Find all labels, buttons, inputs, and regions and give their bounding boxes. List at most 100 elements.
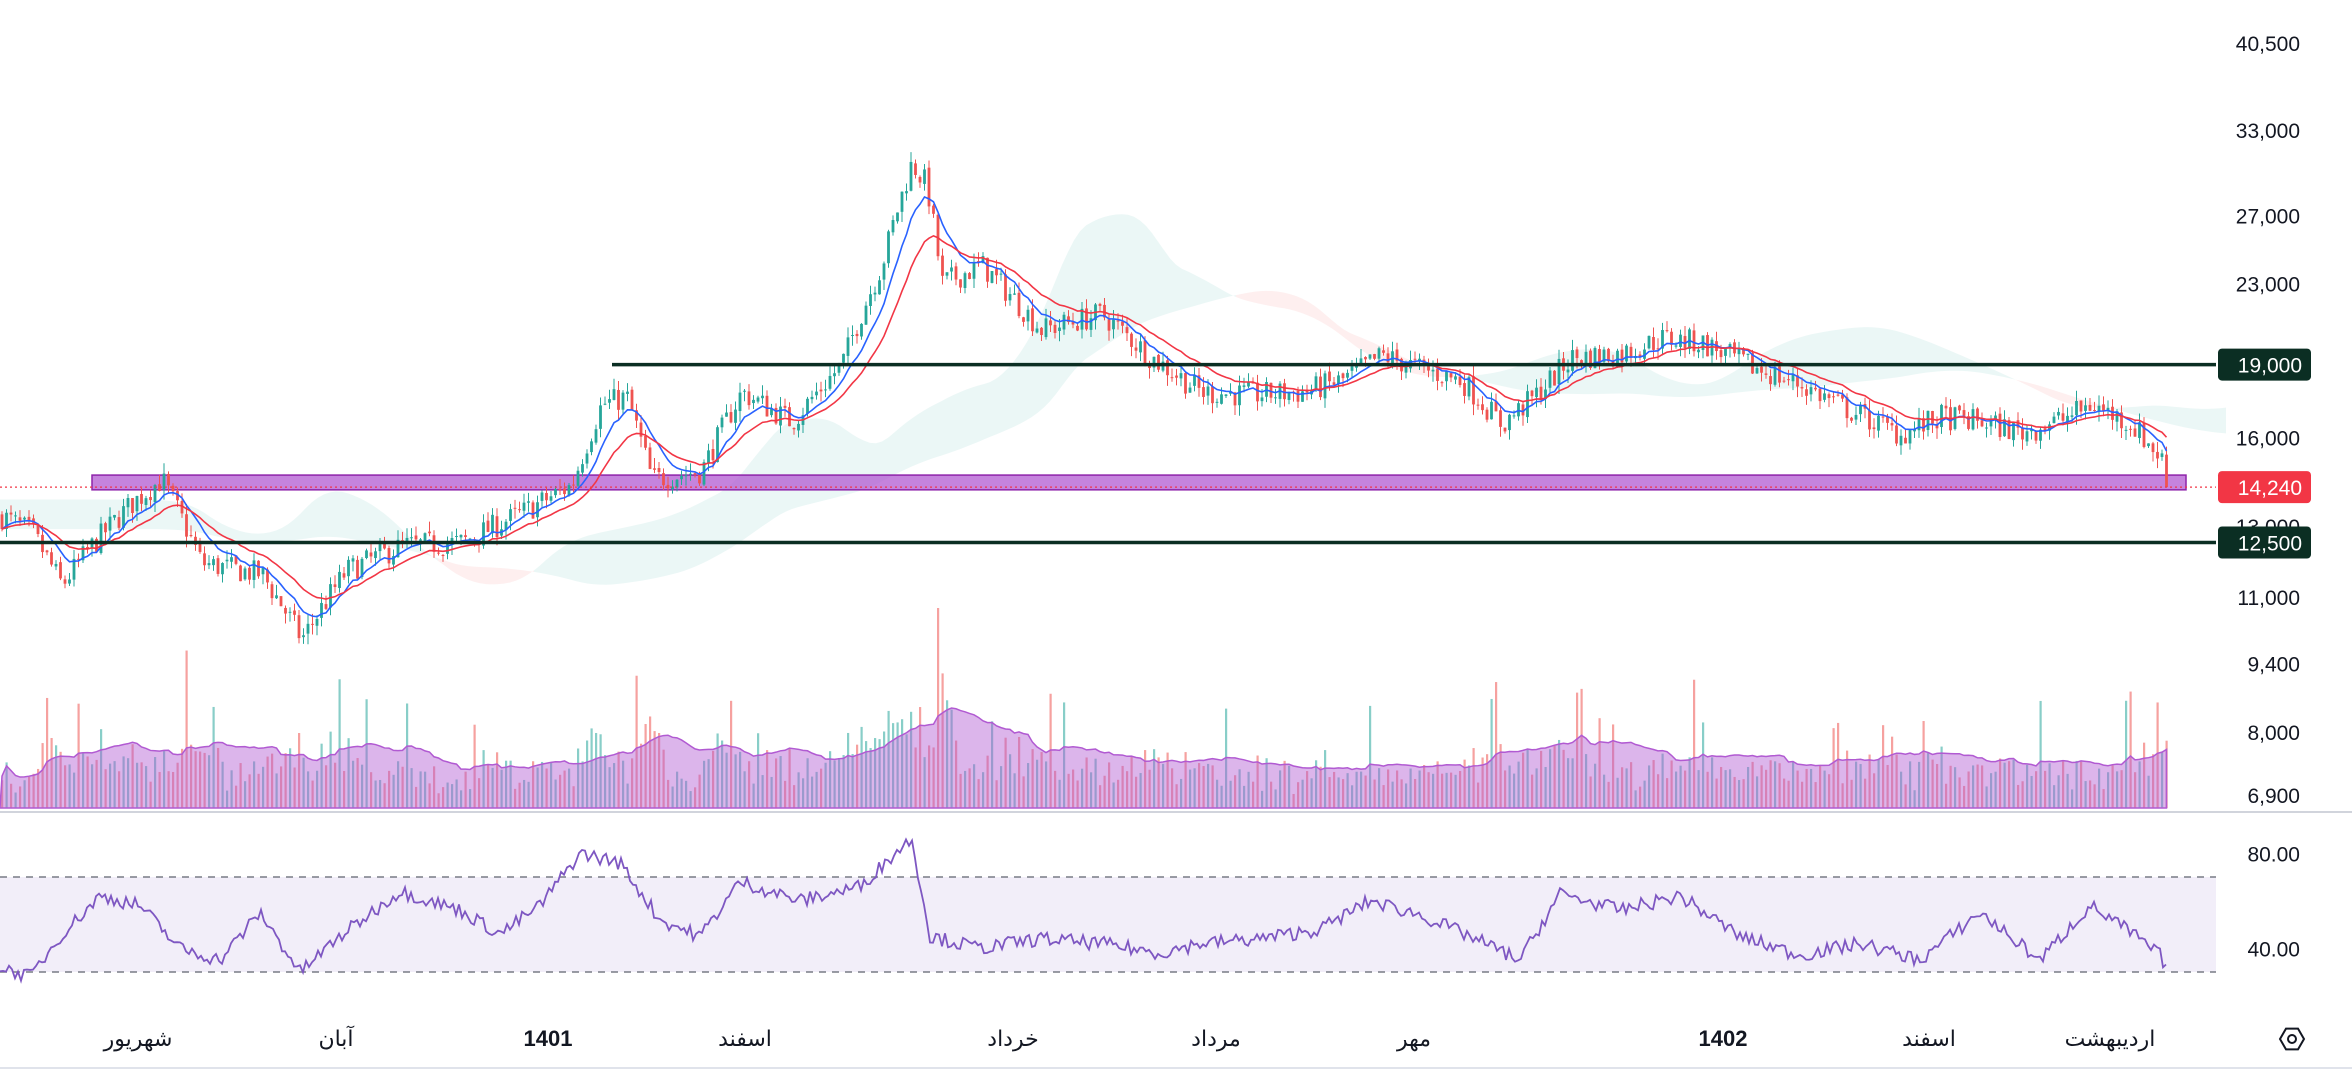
volume-bar (1634, 790, 1637, 808)
volume-bar (370, 772, 373, 808)
candle (275, 584, 278, 600)
candle (1985, 422, 1988, 438)
volume-bar (1252, 781, 1255, 808)
cloud-segment (282, 524, 288, 542)
candle (1098, 302, 1102, 312)
candle (2160, 449, 2164, 461)
candle (693, 472, 697, 478)
volume-bar (1274, 789, 1277, 808)
candle (198, 537, 202, 554)
volume-bar (1153, 749, 1156, 808)
cloud-segment (1482, 373, 1488, 383)
candle (153, 483, 157, 512)
volume-bar (532, 761, 535, 808)
cloud-segment (1236, 293, 1242, 300)
candle (608, 389, 611, 409)
cloud-segment (1800, 335, 1806, 388)
cloud-segment (1512, 366, 1518, 390)
cloud-segment (1332, 320, 1338, 333)
cloud-segment (1200, 277, 1206, 305)
volume-bar (1454, 774, 1457, 808)
volume-bar (653, 731, 656, 808)
candle (729, 404, 733, 424)
candle (288, 607, 292, 622)
volume-bar (707, 759, 710, 808)
volume-bar (298, 733, 301, 808)
volume-bar (811, 776, 814, 808)
candle (756, 395, 760, 404)
cloud-segment (1170, 258, 1176, 313)
candle (1274, 388, 1277, 404)
cloud-segment (240, 530, 246, 541)
volume-bar (595, 732, 598, 808)
cloud-segment (624, 526, 630, 584)
cloud-segment (792, 420, 798, 510)
candle (1823, 385, 1826, 403)
volume-bar (2066, 773, 2069, 808)
hexagon-gear-icon[interactable] (2278, 1027, 2306, 1051)
volume-bar (325, 765, 328, 808)
candle (963, 271, 967, 294)
volume-bar (1144, 750, 1147, 808)
cloud-segment (876, 441, 882, 485)
cloud-segment (600, 531, 606, 585)
candle (1481, 396, 1484, 415)
cloud-segment (630, 525, 636, 583)
volume-bar (1999, 758, 2002, 808)
candle (257, 560, 260, 579)
cloud-segment (1350, 333, 1356, 347)
volume-bar (1202, 766, 1205, 808)
candle (1665, 321, 1669, 333)
volume-bar (244, 781, 247, 808)
volume-bar (1364, 775, 1367, 808)
volume-bar (1054, 770, 1057, 808)
cloud-segment (528, 570, 534, 575)
candle (599, 397, 602, 438)
candle (1904, 428, 1907, 444)
volume-bar (604, 755, 607, 808)
candle (221, 562, 224, 583)
candle (252, 553, 256, 589)
cloud-segment (702, 498, 708, 564)
candle (1062, 311, 1066, 335)
candle (248, 565, 251, 585)
cloud-segment (1164, 250, 1170, 315)
candle (1769, 369, 1772, 391)
volume-bar (1292, 793, 1295, 808)
cloud-segment (288, 519, 294, 541)
cloud-segment (276, 527, 282, 542)
volume-bar (1040, 752, 1043, 808)
candle (99, 516, 103, 555)
candle (2034, 430, 2038, 444)
axes: 40,50033,00027,00023,00019,00016,00013,0… (103, 33, 2311, 1051)
volume-bar (1031, 749, 1034, 808)
candle (774, 403, 778, 425)
volume-bar (1436, 761, 1439, 808)
volume-bar (743, 771, 746, 808)
cloud-segment (1356, 335, 1362, 351)
candle (972, 253, 976, 288)
volume-bar (1585, 754, 1588, 808)
volume-bar (253, 761, 256, 808)
candle (2138, 413, 2141, 444)
volume-bar (1774, 761, 1777, 808)
candle (2147, 443, 2150, 449)
cloud-segment (1830, 329, 1836, 386)
candle (1085, 299, 1088, 331)
candle (212, 555, 215, 571)
candle (671, 480, 674, 494)
volume-bar (1567, 758, 1570, 808)
candle (675, 478, 679, 492)
volume-bar (1148, 769, 1151, 808)
candle (824, 379, 827, 398)
volume-bar (721, 740, 724, 808)
candle (1229, 383, 1232, 396)
cloud-segment (774, 428, 780, 519)
volume-bar (208, 755, 211, 808)
candle (1044, 308, 1048, 340)
volume-bar (1976, 764, 1979, 808)
moving-averages (1, 195, 2168, 618)
volume-bar (1027, 763, 1030, 808)
